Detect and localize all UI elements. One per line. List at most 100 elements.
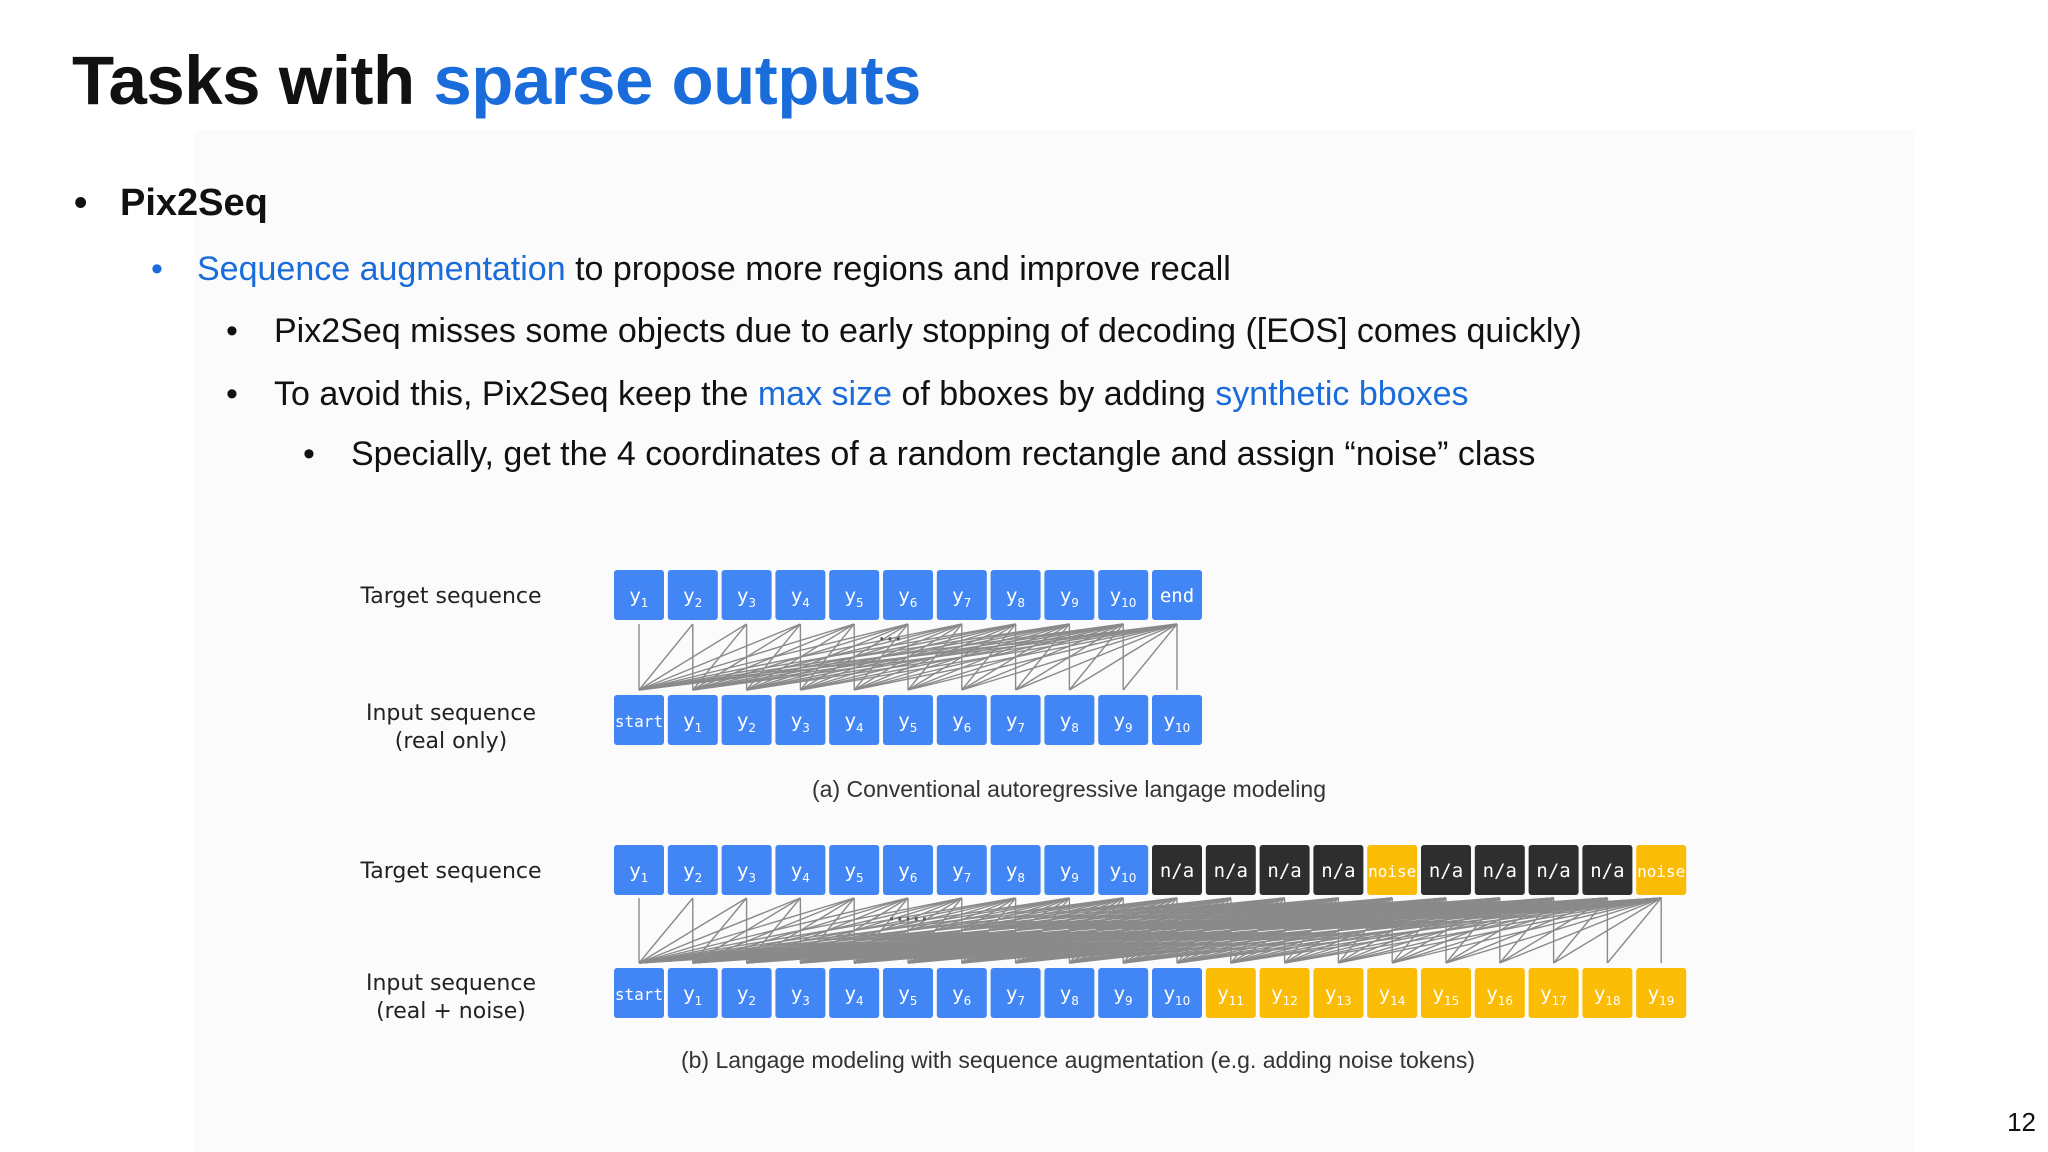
b-target-token-13	[1259, 845, 1310, 895]
b-link-8-0	[638, 897, 1070, 964]
a-link-10-8	[1069, 623, 1178, 691]
b-link-19-4	[854, 897, 1662, 964]
title-main: Tasks with	[72, 42, 415, 119]
b-link-19-7	[1015, 897, 1662, 964]
b-target-token-3	[721, 845, 772, 895]
b-input-token-7	[936, 968, 987, 1018]
b-target-token-17	[1474, 845, 1525, 895]
b-input-token-label-1: start	[615, 985, 663, 1004]
b-target-token-9	[1044, 845, 1095, 895]
b-link-19-3	[800, 897, 1662, 964]
a-target-token-3	[721, 570, 772, 620]
a-target-token-2	[667, 570, 718, 620]
label-b-input-line1: Input sequence	[366, 971, 536, 996]
a-link-10-0	[638, 623, 1178, 691]
b-link-13-0	[638, 897, 1339, 964]
a-target-token-label-11: end	[1160, 585, 1194, 607]
caption-a: (a) Conventional autoregressive langage …	[812, 776, 1326, 802]
b-target-token-label-20: noise	[1637, 862, 1685, 881]
b-link-19-17	[1553, 897, 1662, 964]
a-input-token-5	[829, 695, 880, 745]
b-target-token-18	[1528, 845, 1579, 895]
b-link-19-5	[907, 897, 1662, 964]
b-target-token-5	[829, 845, 880, 895]
a-input-token-2	[667, 695, 718, 745]
a-input-token-4	[775, 695, 826, 745]
bullet-level1-text: Pix2Seq	[120, 182, 268, 224]
a-input-token-1	[614, 695, 664, 745]
b-input-token-19	[1582, 968, 1633, 1018]
a-link-9-0	[638, 623, 1124, 691]
b-link-19-8	[1069, 897, 1662, 964]
bullet-level1: • Pix2Seq	[74, 181, 268, 225]
b-link-19-16	[1499, 897, 1662, 964]
ellipsis-b: ·····	[887, 905, 928, 935]
b-target-token-label-16: n/a	[1429, 860, 1463, 882]
b-input-token-label-19: y18	[1594, 983, 1621, 1008]
a-link-10-6	[961, 623, 1178, 691]
bullet-level3-a: • Pix2Seq misses some objects due to ear…	[226, 309, 1582, 353]
a-link-10-5	[907, 623, 1178, 691]
b-input-token-8	[990, 968, 1041, 1018]
b-link-7-0	[638, 897, 1016, 964]
b-target-token-2	[667, 845, 718, 895]
b-link-3-0	[638, 897, 801, 964]
b-target-token-label-14: n/a	[1321, 860, 1355, 882]
a-link-3-0	[638, 623, 801, 691]
b-target-token-6	[883, 845, 933, 895]
b-input-token-16	[1421, 968, 1471, 1018]
b-input-token-17	[1474, 968, 1525, 1018]
bullet-dot: •	[151, 250, 163, 288]
a-link-4-0	[638, 623, 855, 691]
title-accent: sparse outputs	[433, 42, 921, 119]
a-target-token-7	[936, 570, 987, 620]
a-link-10-1	[692, 623, 1178, 691]
b-target-token-label-15: noise	[1368, 862, 1416, 881]
bullet-level3-b-accent1: max size	[757, 375, 892, 413]
a-link-10-3	[800, 623, 1178, 691]
bullet-dot: •	[74, 182, 88, 224]
bullet-level3-b-part1: To avoid this, Pix2Seq keep the	[274, 375, 749, 413]
label-a-input-line2: (real only)	[395, 729, 507, 754]
a-target-token-5	[829, 570, 880, 620]
page-number: 12	[2007, 1107, 2036, 1137]
b-link-9-0	[638, 897, 1124, 964]
b-link-19-14	[1392, 897, 1662, 964]
b-link-19-18	[1606, 897, 1662, 964]
a-link-8-0	[638, 623, 1070, 691]
b-link-6-0	[638, 897, 962, 964]
b-input-token-14	[1313, 968, 1364, 1018]
a-target-token-6	[883, 570, 933, 620]
b-link-19-13	[1338, 897, 1662, 964]
a-input-token-9	[1044, 695, 1095, 745]
a-link-1-0	[638, 623, 694, 691]
b-link-10-0	[638, 897, 1178, 964]
b-link-2-0	[638, 897, 747, 964]
a-input-token-label-1: start	[615, 712, 663, 731]
a-input-token-10	[1098, 695, 1149, 745]
bullet-level4: • Specially, get the 4 coordinates of a …	[303, 432, 1535, 476]
a-link-6-0	[638, 623, 962, 691]
b-link-19-11	[1230, 897, 1662, 964]
a-target-token-1	[614, 570, 664, 620]
a-input-token-8	[990, 695, 1041, 745]
b-target-token-16	[1421, 845, 1471, 895]
b-link-19-10	[1176, 897, 1662, 964]
b-link-19-12	[1284, 897, 1662, 964]
b-link-19-6	[961, 897, 1662, 964]
b-input-token-6	[883, 968, 933, 1018]
b-target-token-1	[614, 845, 664, 895]
a-target-token-4	[775, 570, 826, 620]
bullet-dot: •	[303, 435, 315, 473]
b-target-token-8	[990, 845, 1041, 895]
a-link-2-0	[638, 623, 747, 691]
a-target-token-9	[1044, 570, 1095, 620]
b-input-token-5	[829, 968, 880, 1018]
b-link-4-0	[638, 897, 855, 964]
b-target-token-14	[1313, 845, 1364, 895]
b-input-token-18	[1528, 968, 1579, 1018]
bullet-level2-accent: Sequence augmentation	[197, 250, 566, 288]
label-a-target: Target sequence	[359, 584, 541, 609]
label-b-target: Target sequence	[359, 859, 541, 884]
